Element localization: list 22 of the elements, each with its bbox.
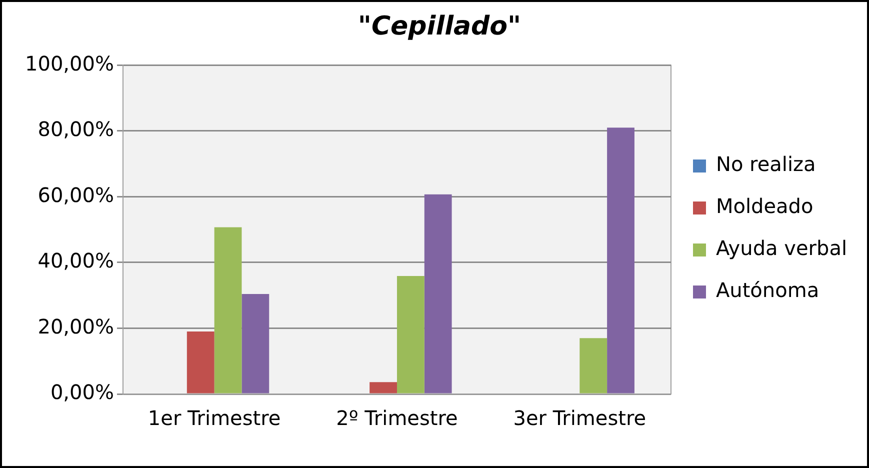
y-tick-label: 60,00%	[38, 182, 114, 207]
legend-label: No realiza	[716, 152, 816, 176]
bar	[242, 294, 270, 394]
x-tick-label: 1er Trimestre	[148, 406, 281, 430]
chart-title: "Cepillado"	[358, 11, 522, 42]
legend-label: Ayuda verbal	[716, 236, 847, 260]
bar	[186, 332, 214, 394]
legend-label: Moldeado	[716, 194, 814, 218]
x-tick-label: 2º Trimestre	[336, 406, 458, 430]
bar	[370, 382, 397, 394]
legend-label: Autónoma	[716, 278, 820, 302]
bar	[424, 194, 452, 394]
y-tick-label: 40,00%	[38, 248, 114, 273]
y-tick-label: 20,00%	[38, 314, 114, 338]
bar	[580, 338, 608, 394]
y-tick-label: 100,00%	[25, 51, 114, 76]
bar	[607, 128, 634, 394]
x-tick-label: 3er Trimestre	[513, 406, 646, 430]
bar	[214, 227, 242, 394]
y-tick-label: 80,00%	[38, 117, 114, 142]
y-tick-label: 0,00%	[50, 380, 114, 404]
bar	[396, 276, 424, 394]
